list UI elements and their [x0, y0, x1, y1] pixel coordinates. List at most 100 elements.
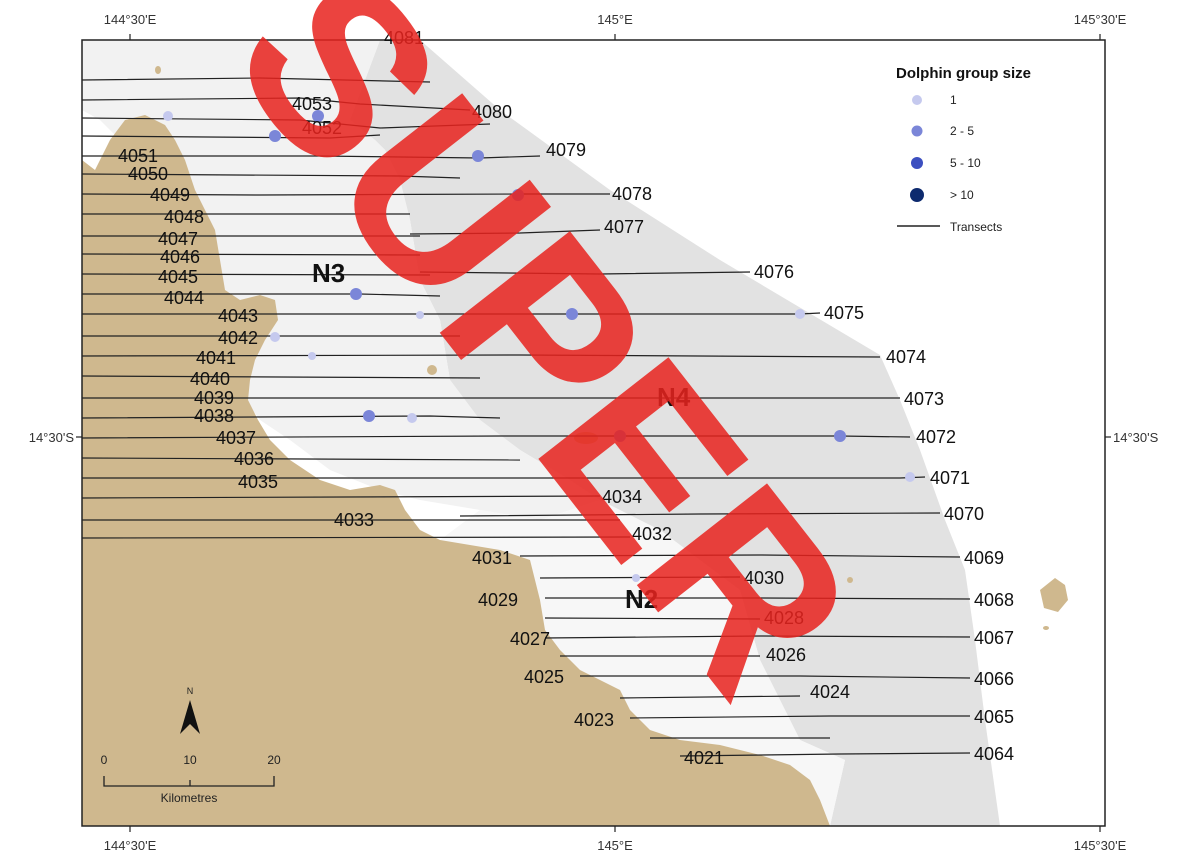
scale-tick-10: 10 — [183, 753, 197, 767]
transect-label: 4024 — [810, 682, 850, 702]
transect-label: 4028 — [764, 608, 804, 628]
sighting-point — [566, 308, 578, 320]
graticule-right: 14°30'S — [1113, 430, 1159, 445]
transect-label: 4030 — [744, 568, 784, 588]
transect-label: 4039 — [194, 388, 234, 408]
map-frame — [81, 39, 1106, 827]
legend-label-2: 2 - 5 — [950, 124, 974, 138]
sighting-point — [308, 352, 316, 360]
sighting-point — [834, 430, 846, 442]
transect-label: 4044 — [164, 288, 204, 308]
transect-label: 4081 — [384, 28, 424, 48]
island — [847, 577, 853, 583]
transect-label: 4037 — [216, 428, 256, 448]
legend-label-1: 1 — [950, 93, 957, 107]
stratum-n2 — [440, 500, 845, 826]
transect-label: 4045 — [158, 267, 198, 287]
graticule-top-3: 145°30'E — [1074, 12, 1127, 27]
legend-label-3: 5 - 10 — [950, 156, 981, 170]
transect-labels: 4081 4080 4079 4078 4077 4076 4075 4074 … — [118, 28, 1014, 768]
sighting-point — [363, 410, 375, 422]
transect-label: 4049 — [150, 185, 190, 205]
north-arrow: N — [180, 686, 200, 734]
zone-label-n3: N3 — [312, 258, 345, 288]
transect-label: 4069 — [964, 548, 1004, 568]
transect-label: 4035 — [238, 472, 278, 492]
legend-swatch-2 — [911, 125, 923, 137]
transect-label: 4064 — [974, 744, 1014, 764]
transect-label: 4047 — [158, 229, 198, 249]
transect-label: 4034 — [602, 487, 642, 507]
transect-label: 4040 — [190, 369, 230, 389]
transect-label: 4074 — [886, 347, 926, 367]
island — [1040, 578, 1068, 612]
legend: Dolphin group size 1 2 - 5 5 - 10 > 10 T… — [896, 65, 1031, 234]
transect-label: 4029 — [478, 590, 518, 610]
north-label: N — [187, 686, 194, 696]
transect-label: 4050 — [128, 164, 168, 184]
scale-bar: 0 10 20 Kilometres — [101, 753, 281, 805]
sighting-point — [270, 332, 280, 342]
transect-label: 4067 — [974, 628, 1014, 648]
graticule-bottom-3: 145°30'E — [1074, 838, 1127, 853]
sighting-point — [312, 110, 324, 122]
sighting-point — [163, 111, 173, 121]
mainland — [82, 115, 830, 826]
stratum-n3 — [82, 40, 600, 520]
transect-label: 4053 — [292, 94, 332, 114]
legend-label-4: > 10 — [950, 188, 974, 202]
transect-lines — [82, 77, 971, 757]
transect-label: 4072 — [916, 427, 956, 447]
transect-label: 4078 — [612, 184, 652, 204]
transect-label: 4043 — [218, 306, 258, 326]
transect-label: 4052 — [302, 118, 342, 138]
dolphin-sightings — [163, 110, 915, 582]
transect-label: 4046 — [160, 247, 200, 267]
sighting-point — [269, 130, 281, 142]
transect-label: 4038 — [194, 406, 234, 426]
graticule-bottom-1: 144°30'E — [104, 838, 157, 853]
transect-label: 4071 — [930, 468, 970, 488]
sighting-point — [614, 430, 626, 442]
transect-label: 4027 — [510, 629, 550, 649]
sighting-point — [350, 288, 362, 300]
sighting-point — [632, 574, 640, 582]
transect-label: 4032 — [632, 524, 672, 544]
transect-label: 4065 — [974, 707, 1014, 727]
transect-label: 4073 — [904, 389, 944, 409]
legend-transect-label: Transects — [950, 220, 1002, 234]
transect-label: 4080 — [472, 102, 512, 122]
transect-label: 4023 — [574, 710, 614, 730]
sighting-point — [416, 311, 424, 319]
transect-label: 4042 — [218, 328, 258, 348]
legend-title: Dolphin group size — [896, 65, 1031, 82]
sighting-point — [795, 309, 805, 319]
scale-unit: Kilometres — [161, 791, 218, 805]
transect-label: 4048 — [164, 207, 204, 227]
island — [155, 66, 161, 74]
island — [1043, 626, 1049, 630]
transect-label: 4051 — [118, 146, 158, 166]
zone-label-n2: N2 — [625, 584, 658, 614]
transect-label: 4070 — [944, 504, 984, 524]
scale-tick-0: 0 — [101, 753, 108, 767]
transect-label: 4021 — [684, 748, 724, 768]
scale-tick-20: 20 — [267, 753, 281, 767]
transect-label: 4026 — [766, 645, 806, 665]
legend-swatch-3 — [911, 157, 923, 169]
graticule-top-1: 144°30'E — [104, 12, 157, 27]
transect-label: 4041 — [196, 348, 236, 368]
graticule-left: 14°30'S — [29, 430, 75, 445]
sighting-point — [407, 413, 417, 423]
sighting-point — [472, 150, 484, 162]
transect-label: 4033 — [334, 510, 374, 530]
transect-label: 4075 — [824, 303, 864, 323]
transect-label: 4079 — [546, 140, 586, 160]
stratum-n4 — [350, 40, 1000, 826]
transect-label: 4076 — [754, 262, 794, 282]
transect-label: 4025 — [524, 667, 564, 687]
transect-label: 4031 — [472, 548, 512, 568]
legend-swatch-1 — [912, 95, 922, 105]
island — [574, 432, 598, 444]
